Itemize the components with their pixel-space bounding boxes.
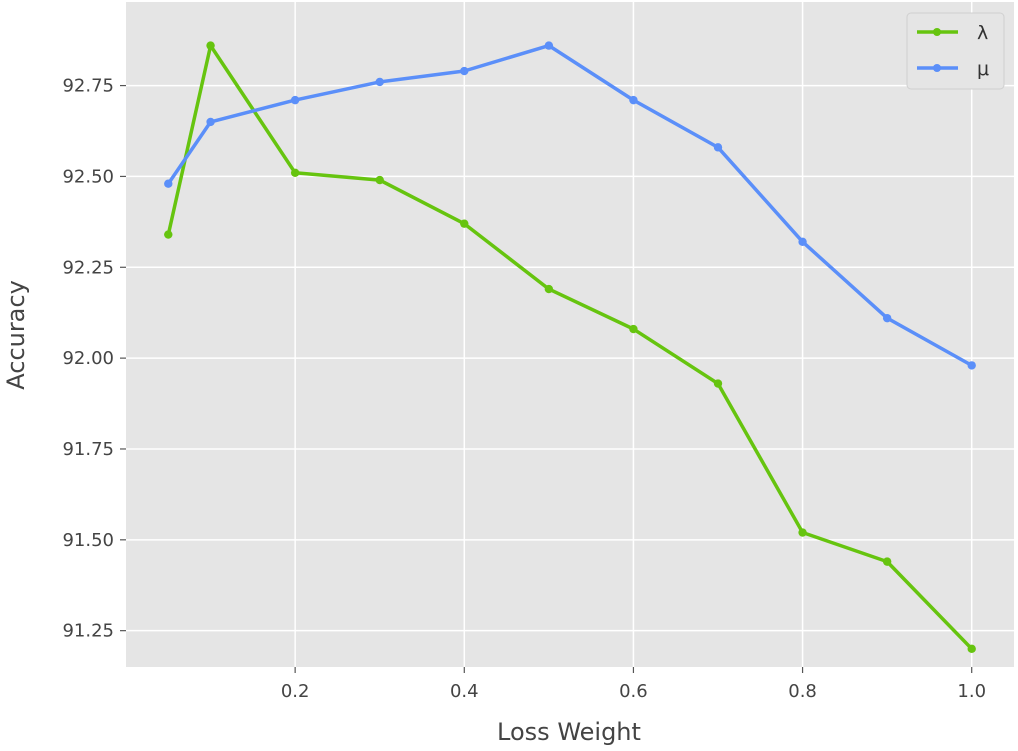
x-tick-label: 0.4: [450, 681, 479, 702]
legend-box: [906, 12, 1005, 90]
data-point-1: [544, 41, 554, 50]
x-tick-label: 0.2: [281, 681, 310, 702]
legend-label-lambda: λ: [977, 22, 988, 44]
y-tick-label: 92.00: [62, 348, 114, 369]
plot-area: [126, 2, 1014, 667]
data-point-0: [460, 219, 469, 228]
data-point-0: [967, 644, 976, 654]
data-point-0: [882, 557, 892, 566]
series-lines: [164, 41, 976, 654]
x-axis-ticks: 0.2 0.4 0.6 0.8 1.0: [281, 667, 986, 702]
data-point-1: [460, 66, 469, 76]
data-point-1: [206, 117, 215, 127]
data-point-0: [375, 175, 384, 185]
data-point-1: [798, 237, 807, 247]
y-tick-label: 91.25: [62, 621, 114, 642]
data-point-1: [882, 313, 892, 323]
x-tick-label: 0.6: [619, 681, 648, 702]
data-point-1: [164, 179, 173, 188]
legend-marker-mu: [933, 64, 941, 72]
data-point-0: [629, 324, 638, 334]
data-point-1: [713, 143, 723, 152]
y-tick-label: 92.50: [62, 166, 114, 187]
data-point-1: [290, 95, 300, 105]
y-axis-label: Accuracy: [2, 280, 30, 390]
data-point-0: [544, 284, 554, 294]
y-tick-label: 92.75: [62, 76, 114, 97]
legend: λ μ: [906, 12, 1005, 90]
data-point-0: [713, 379, 723, 388]
x-axis-label: Loss Weight: [497, 718, 641, 746]
data-point-1: [375, 77, 384, 87]
y-tick-label: 91.75: [62, 439, 114, 460]
y-tick-label: 92.25: [62, 257, 114, 278]
grid-lines: [126, 2, 1014, 667]
data-point-0: [206, 41, 215, 50]
data-point-0: [290, 168, 300, 177]
legend-marker-lambda: [933, 28, 941, 36]
legend-label-mu: μ: [977, 58, 989, 80]
y-tick-label: 91.50: [62, 530, 114, 551]
x-tick-label: 0.8: [788, 681, 817, 702]
data-point-0: [164, 230, 173, 239]
y-axis-ticks: 91.25 91.50 91.75 92.00 92.25 92.50 92.75: [62, 76, 126, 642]
x-tick-label: 1.0: [957, 681, 986, 702]
data-point-1: [967, 361, 976, 370]
data-point-1: [629, 95, 638, 105]
data-point-0: [798, 528, 807, 537]
